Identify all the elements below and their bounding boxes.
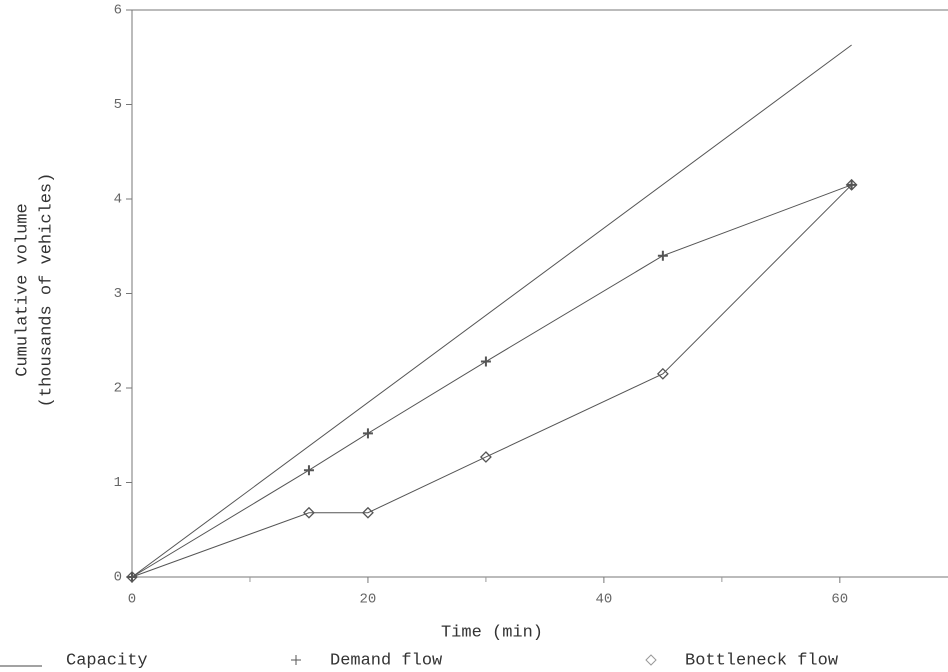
y-tick-label: 4	[114, 192, 122, 208]
y-tick-label: 1	[114, 475, 122, 491]
marker-plus	[480, 356, 491, 367]
marker-diamond	[303, 506, 315, 519]
marker-diamond	[845, 178, 858, 191]
y-axis-label: Cumulative volume	[13, 203, 32, 376]
x-tick-label: 40	[595, 592, 612, 608]
series-line	[131, 184, 852, 578]
marker-plus	[362, 428, 373, 439]
legend-label: Demand flow	[330, 651, 443, 670]
x-tick-label: 20	[360, 592, 377, 608]
x-tick-label: 0	[128, 592, 136, 608]
y-tick-label: 6	[114, 3, 122, 19]
legend-symbol	[645, 654, 657, 666]
legend-symbol	[291, 655, 301, 665]
y-tick-label: 3	[114, 286, 122, 302]
series-line	[131, 184, 852, 578]
marker-diamond	[362, 506, 374, 519]
series-line	[131, 44, 852, 578]
y-tick-label: 5	[114, 97, 122, 113]
legend-label: Capacity	[66, 651, 148, 670]
marker-plus	[657, 250, 668, 261]
x-axis-label: Time (min)	[441, 623, 543, 642]
marker-diamond	[126, 571, 138, 583]
y-tick-label: 0	[114, 570, 122, 586]
y-tick-label: 2	[114, 381, 122, 397]
marker-diamond	[479, 451, 492, 463]
marker-plus	[303, 465, 314, 476]
x-tick-label: 60	[831, 592, 848, 608]
marker-diamond	[656, 367, 669, 380]
legend-label: Bottleneck flow	[685, 651, 839, 670]
y-axis-label: (thousands of vehicles)	[37, 173, 56, 408]
